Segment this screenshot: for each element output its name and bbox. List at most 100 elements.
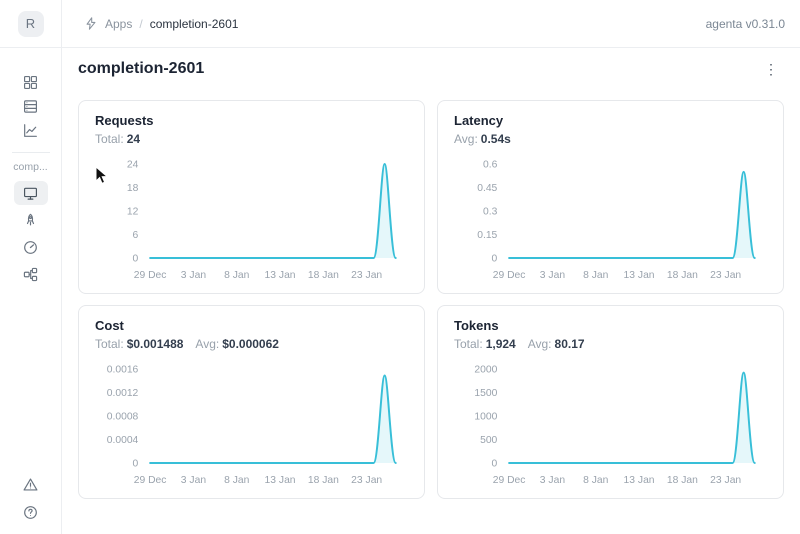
card-stats: Total: $0.001488 Avg: $0.000062	[95, 337, 410, 352]
svg-text:18: 18	[127, 183, 139, 194]
svg-text:12: 12	[127, 207, 139, 218]
line-chart-icon	[24, 123, 37, 137]
sidebar-item-rocket[interactable]	[14, 208, 48, 232]
svg-text:3 Jan: 3 Jan	[181, 475, 206, 486]
top-bar: Apps / completion-2601 agenta v0.31.0	[62, 0, 800, 48]
svg-text:24: 24	[127, 160, 139, 171]
svg-text:1000: 1000	[474, 412, 497, 423]
svg-text:3 Jan: 3 Jan	[540, 270, 565, 281]
breadcrumb-apps-link[interactable]: Apps	[105, 16, 133, 31]
sidebar-divider	[11, 152, 50, 153]
stat-label: Avg:	[454, 132, 478, 147]
stat-value: $0.000062	[222, 337, 279, 352]
latency-card: Latency Avg: 0.54s 0 0.15 0.3 0.45 0.6 29 Dec 3…	[437, 100, 784, 294]
tree-icon	[23, 267, 38, 281]
svg-text:0: 0	[133, 459, 139, 470]
stat-value: 80.17	[554, 337, 585, 352]
svg-text:18 Jan: 18 Jan	[667, 475, 698, 486]
svg-text:29 Dec: 29 Dec	[134, 475, 167, 486]
stat-label: Avg:	[527, 337, 552, 352]
sidebar-item-app-grid[interactable]	[14, 70, 48, 94]
sidebar-bottom	[14, 472, 48, 524]
sidebar-item-help[interactable]	[14, 500, 48, 524]
card-title: Latency	[454, 113, 504, 128]
card-title: Requests	[95, 113, 154, 128]
breadcrumb: Apps / completion-2601	[84, 16, 238, 31]
svg-text:6: 6	[133, 230, 139, 241]
svg-text:0.0016: 0.0016	[107, 365, 139, 376]
latency-chart[interactable]: 0 0.15 0.3 0.45 0.6 29 Dec 3 Jan 8 Jan 13 Jan 18 …	[454, 154, 769, 286]
svg-text:500: 500	[480, 435, 497, 446]
sidebar: comp...	[0, 48, 62, 534]
bolt-icon	[84, 16, 98, 31]
gauge-icon	[24, 240, 37, 254]
stat-label: Total:	[95, 337, 124, 352]
tokens-card: Tokens Total: 1,924 Avg: 80.17 0 500 1000 1500…	[437, 305, 784, 499]
card-title: Cost	[95, 318, 124, 333]
svg-text:29 Dec: 29 Dec	[134, 270, 167, 281]
svg-text:0.45: 0.45	[477, 183, 497, 194]
svg-text:0.0004: 0.0004	[107, 435, 139, 446]
svg-text:0.15: 0.15	[477, 230, 497, 241]
stat-label: Avg:	[195, 337, 220, 352]
app-version-label: agenta v0.31.0	[705, 16, 785, 31]
svg-text:18 Jan: 18 Jan	[308, 475, 339, 486]
svg-text:3 Jan: 3 Jan	[181, 270, 206, 281]
kebab-menu-icon[interactable]: ⋮	[764, 61, 778, 77]
svg-text:18 Jan: 18 Jan	[308, 270, 339, 281]
svg-text:23 Jan: 23 Jan	[351, 475, 382, 486]
app-grid-icon	[24, 75, 37, 89]
card-stats: Avg: 0.54s	[454, 132, 769, 147]
svg-text:8 Jan: 8 Jan	[583, 270, 608, 281]
sidebar-item-monitor[interactable]	[13, 181, 48, 205]
svg-text:13 Jan: 13 Jan	[624, 475, 655, 486]
stat-value: 0.54s	[480, 132, 511, 147]
warning-triangle-icon	[23, 477, 38, 491]
metrics-grid: Requests Total: 24 0 6 12 18 24 29 Dec 3 Jan 8 J…	[78, 100, 784, 499]
svg-text:18 Jan: 18 Jan	[667, 270, 698, 281]
sidebar-item-tree[interactable]	[14, 262, 48, 286]
svg-text:0: 0	[492, 459, 498, 470]
stat-value: 1,924	[485, 337, 516, 352]
svg-text:13 Jan: 13 Jan	[265, 270, 296, 281]
card-stats: Total: 24	[95, 132, 410, 147]
sidebar-item-gauge[interactable]	[14, 235, 48, 259]
cost-chart[interactable]: 0 0.0004 0.0008 0.0012 0.0016 29 Dec 3 Jan 8 Ja…	[95, 359, 410, 491]
rocket-icon	[26, 213, 35, 225]
svg-text:3 Jan: 3 Jan	[540, 475, 565, 486]
svg-text:23 Jan: 23 Jan	[351, 270, 382, 281]
requests-chart[interactable]: 0 6 12 18 24 29 Dec 3 Jan 8 Jan 13 Jan 18 Jan 23 J…	[95, 154, 410, 286]
sidebar-app-group-label: comp...	[13, 161, 48, 173]
breadcrumb-current-app: completion-2601	[149, 16, 239, 31]
workspace-avatar[interactable]: R	[17, 10, 44, 37]
svg-text:0.0012: 0.0012	[107, 388, 139, 399]
stat-value: 24	[126, 132, 141, 147]
svg-text:0: 0	[492, 254, 498, 265]
svg-text:0.3: 0.3	[483, 207, 498, 218]
tokens-chart[interactable]: 0 500 1000 1500 2000 29 Dec 3 Jan 8 Jan 13 Jan 18…	[454, 359, 769, 491]
sidebar-item-alerts[interactable]	[14, 472, 48, 496]
monitor-icon	[24, 187, 37, 200]
card-title: Tokens	[454, 318, 499, 333]
page-title: completion-2601	[78, 60, 205, 77]
svg-text:29 Dec: 29 Dec	[493, 475, 526, 486]
sidebar-header: R	[0, 0, 62, 48]
svg-text:2000: 2000	[474, 365, 497, 376]
page-header: completion-2601 ⋮	[78, 48, 784, 100]
sidebar-item-registry[interactable]	[14, 94, 48, 118]
svg-text:8 Jan: 8 Jan	[583, 475, 608, 486]
svg-text:8 Jan: 8 Jan	[224, 475, 249, 486]
stat-value: $0.001488	[126, 337, 184, 352]
cost-card: Cost Total: $0.001488 Avg: $0.000062 0 0.000…	[78, 305, 425, 499]
svg-text:8 Jan: 8 Jan	[224, 270, 249, 281]
svg-text:23 Jan: 23 Jan	[710, 270, 741, 281]
breadcrumb-separator: /	[139, 16, 143, 31]
registry-rows-icon	[24, 99, 37, 113]
svg-text:0: 0	[133, 254, 139, 265]
svg-text:23 Jan: 23 Jan	[710, 475, 741, 486]
sidebar-item-observability[interactable]	[14, 118, 48, 142]
requests-card: Requests Total: 24 0 6 12 18 24 29 Dec 3 Jan 8 J…	[78, 100, 425, 294]
svg-text:29 Dec: 29 Dec	[493, 270, 526, 281]
svg-text:13 Jan: 13 Jan	[265, 475, 296, 486]
